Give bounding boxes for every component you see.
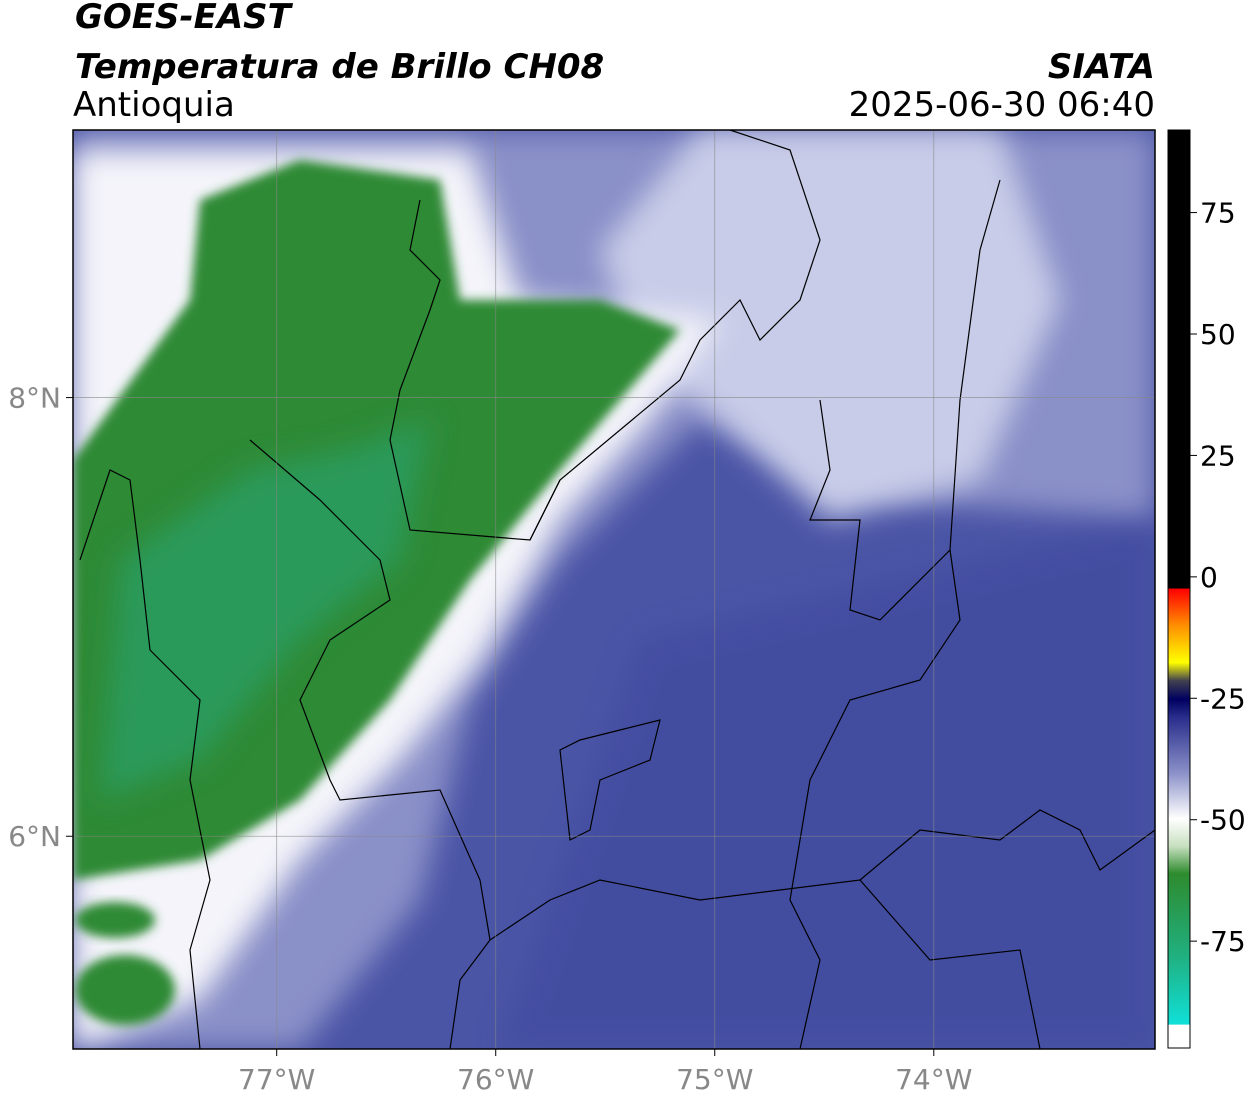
graticule xyxy=(73,130,1155,1049)
colorbar-tick-label: 25 xyxy=(1200,439,1236,472)
region: Antioquia xyxy=(73,85,235,125)
timestamp: 2025-06-30 06:40 xyxy=(849,85,1155,125)
y-tick-label: 8°N xyxy=(8,382,61,415)
colorbar-tick-label: -25 xyxy=(1200,682,1246,715)
title: GOES-EAST xyxy=(75,0,294,37)
x-tick-label: 74°W xyxy=(895,1063,972,1096)
map-imagery xyxy=(73,130,1155,1049)
colorbar-tick-label: 50 xyxy=(1200,318,1236,351)
colorbar xyxy=(1167,129,1191,1049)
y-tick-label: 6°N xyxy=(8,820,61,853)
colorbar-tick-label: 75 xyxy=(1200,197,1236,230)
x-tick-label: 75°W xyxy=(676,1063,753,1096)
colorbar-tick-label: 0 xyxy=(1200,561,1218,594)
source: SIATA xyxy=(1048,47,1155,87)
map-frame xyxy=(72,129,1156,1050)
colorbar-tick-label: -75 xyxy=(1200,925,1246,958)
colorbar-tick-label: -50 xyxy=(1200,804,1246,837)
x-tick-label: 77°W xyxy=(238,1063,315,1096)
subtitle: Temperatura de Brillo CH08 xyxy=(75,47,604,87)
x-tick-label: 76°W xyxy=(457,1063,534,1096)
